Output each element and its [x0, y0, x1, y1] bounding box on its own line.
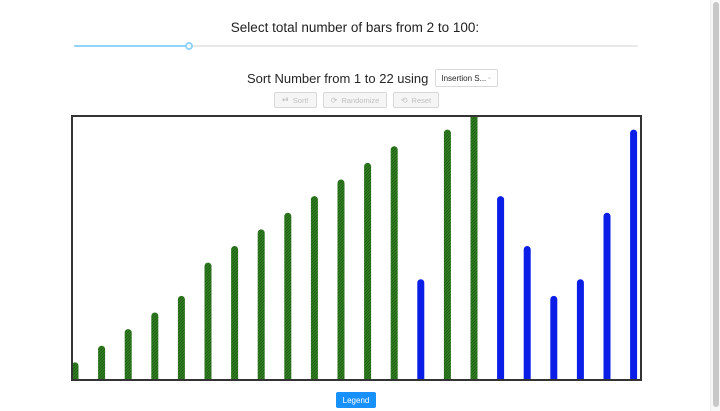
bar-count-slider[interactable]: [74, 40, 638, 52]
redo-icon: ⟲: [400, 95, 408, 105]
randomize-button[interactable]: ⟳ Randomize: [323, 92, 387, 108]
play-circle-icon: ⏯: [282, 95, 289, 104]
bar-chart: [71, 115, 642, 381]
page-scrollbar[interactable]: [710, 0, 720, 411]
bar-7: [231, 246, 239, 379]
sort-button[interactable]: ⏯ Sort!: [274, 92, 317, 108]
bar-19: [550, 295, 558, 379]
bar-6: [204, 262, 212, 379]
chevron-down-icon: ⌄: [486, 74, 493, 81]
bar-16: [470, 117, 478, 379]
scrollbar-thumb[interactable]: [713, 2, 719, 407]
bar-11: [337, 179, 345, 379]
sync-icon: ⟳: [330, 95, 338, 105]
sort-label: Sort Number from 1 to 22 using: [247, 70, 429, 86]
bar-18: [523, 246, 531, 379]
bar-4: [151, 312, 159, 379]
bars-svg: [73, 117, 638, 379]
bar-2: [98, 345, 106, 379]
algorithm-select[interactable]: Insertion S... ⌄: [435, 69, 499, 87]
slider-handle[interactable]: [185, 42, 194, 50]
reset-button-label: Reset: [411, 95, 432, 105]
bar-1: [73, 362, 79, 379]
bar-22: [630, 129, 638, 379]
bar-20: [576, 279, 584, 379]
randomize-button-label: Randomize: [341, 95, 380, 105]
bar-17: [497, 196, 505, 379]
bar-15: [443, 129, 451, 379]
sort-button-label: Sort!: [292, 95, 309, 105]
legend-button[interactable]: Legend: [336, 392, 376, 408]
slider-rail[interactable]: [74, 45, 638, 47]
sort-controls: Sort Number from 1 to 22 using Insertion…: [247, 69, 499, 87]
bar-14: [417, 279, 425, 379]
bar-21: [603, 212, 611, 379]
bar-10: [310, 196, 318, 379]
reset-button[interactable]: ⟲ Reset: [393, 92, 439, 108]
bar-9: [284, 212, 292, 379]
bar-12: [364, 162, 372, 379]
bar-3: [124, 329, 132, 379]
bar-13: [390, 146, 398, 379]
bar-8: [257, 229, 265, 379]
algorithm-select-value: Insertion S...: [441, 73, 487, 83]
legend-button-label: Legend: [342, 395, 370, 405]
bar-5: [177, 295, 185, 379]
page-title: Select total number of bars from 2 to 10…: [230, 20, 480, 35]
slider-track: [74, 45, 190, 47]
